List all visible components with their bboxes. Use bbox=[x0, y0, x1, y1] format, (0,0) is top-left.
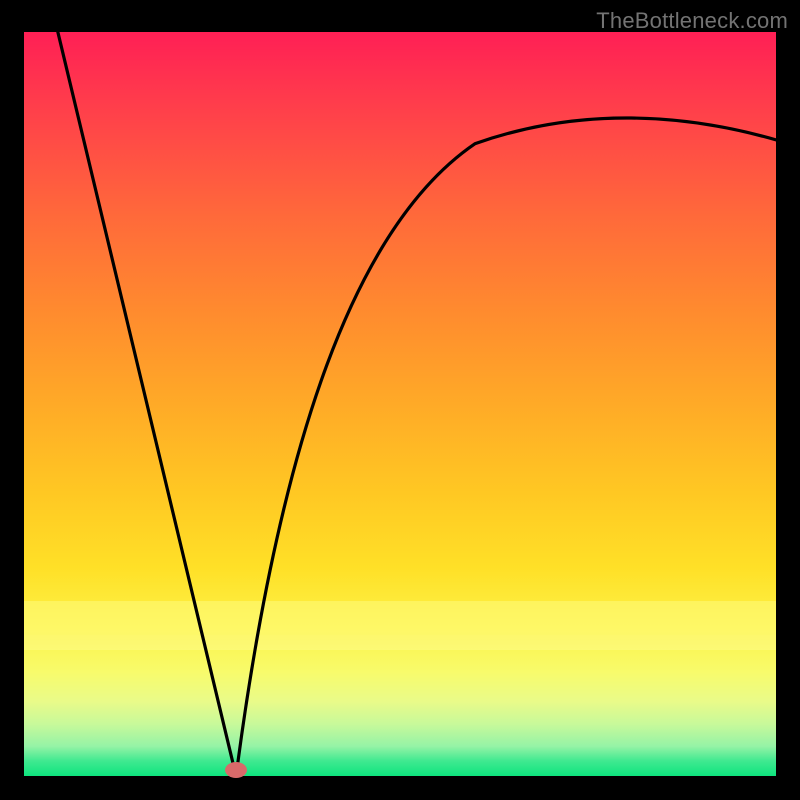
bottleneck-curve bbox=[58, 32, 776, 776]
chart-frame: TheBottleneck.com bbox=[0, 0, 800, 800]
plot-area bbox=[24, 32, 776, 776]
trough-marker bbox=[225, 762, 247, 778]
watermark-text: TheBottleneck.com bbox=[596, 8, 788, 34]
curve-svg bbox=[24, 32, 776, 776]
